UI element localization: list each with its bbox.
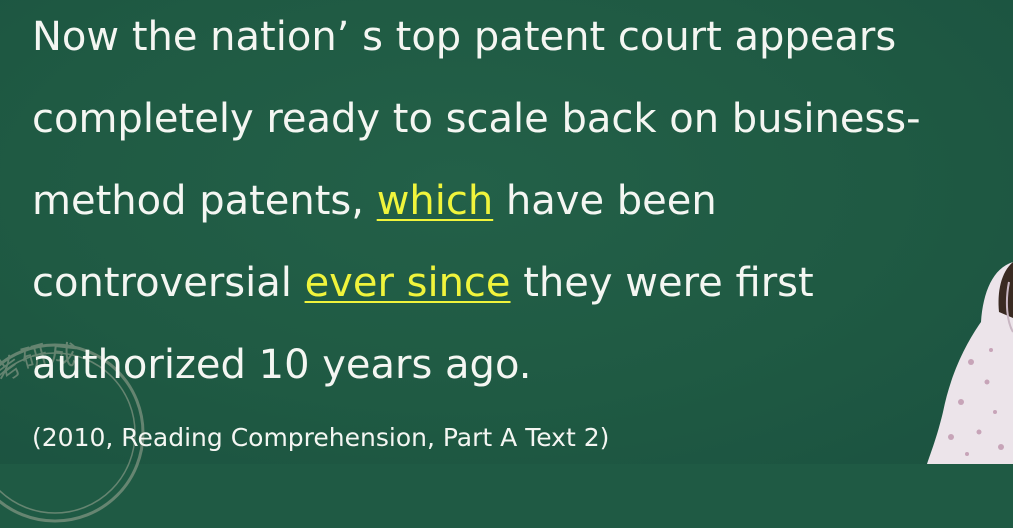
passage-text: Now the nation’ s top patent court appea… <box>32 0 1007 406</box>
passage-line-4: controversial ever since they were first <box>32 242 1007 324</box>
source-citation: (2010, Reading Comprehension, Part A Tex… <box>32 423 610 452</box>
passage-line-1: Now the nation’ s top patent court appea… <box>32 14 897 60</box>
chalkboard-background <box>0 0 1013 464</box>
passage-line-5: authorized 10 years ago. <box>32 342 532 388</box>
passage-line-3-start: method patents, <box>32 178 377 224</box>
passage-line-3-end: have been <box>493 178 717 224</box>
watermark-seal-icon: 号考研成 <box>0 339 145 523</box>
passage-line-4-end: they were first <box>510 260 814 306</box>
passage-line-4-start: controversial <box>32 260 305 306</box>
highlight-ever-since: ever since <box>304 260 511 306</box>
presenter-figure <box>927 262 1013 464</box>
highlight-which: which <box>376 178 494 224</box>
passage-line-3: method patents, which have been <box>32 160 1007 242</box>
passage-line-2: completely ready to scale back on busine… <box>32 96 921 142</box>
